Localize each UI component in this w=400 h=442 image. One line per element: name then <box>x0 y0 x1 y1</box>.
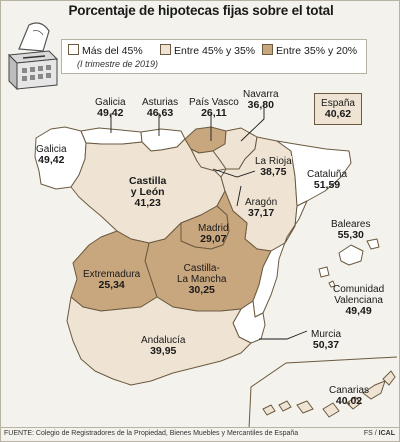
region-name: y León <box>130 186 165 198</box>
region-name: Canarias <box>329 385 370 396</box>
region-cataluna <box>276 140 352 207</box>
legend-swatch-mid <box>160 44 171 55</box>
legend-swatch-high <box>68 44 79 55</box>
region-name: España <box>321 98 355 109</box>
region-andalucia <box>66 296 252 386</box>
region-name: Baleares <box>331 219 371 230</box>
legend-label: Más del 45% <box>82 45 143 57</box>
region-name: Castilla- <box>183 263 220 274</box>
label-comunidad-valenciana: Comunidad Valenciana 49,49 <box>333 284 384 317</box>
map-title: Porcentaje de hipotecas fijas sobre el t… <box>68 3 334 18</box>
region-value: 36,80 <box>247 99 274 111</box>
region-value: 49,42 <box>97 107 124 119</box>
label-castilla-la-mancha: Castilla- La Mancha 30,25 <box>177 263 226 296</box>
region-value: 51,59 <box>313 179 341 191</box>
region-value: 37,17 <box>247 207 275 219</box>
label-canarias: Canarias 40,02 <box>329 385 369 407</box>
credit-separator: / <box>372 430 379 437</box>
region-value: 50,37 <box>312 339 340 351</box>
label-espana: España 40,62 <box>314 93 362 125</box>
legend-swatch-low <box>262 44 273 55</box>
region-name: Asturias <box>142 97 179 108</box>
map-legend: Más del 45% Entre 45% y 35% Entre 35% y … <box>61 39 367 74</box>
region-value: 41,23 <box>134 197 161 209</box>
credit: FS / ICAL <box>364 430 395 437</box>
region-name: Aragón <box>245 197 278 208</box>
region-name: Galicia <box>95 97 126 108</box>
region-name: Extremadura <box>83 269 141 280</box>
label-murcia: Murcia 50,37 <box>311 329 341 351</box>
region-name: Andalucía <box>141 335 186 346</box>
region-value: 40,02 <box>335 395 363 407</box>
label-leader-lines <box>110 105 308 340</box>
legend-label: Entre 45% y 35% <box>174 45 256 57</box>
legend-label: Entre 35% y 20% <box>276 45 358 57</box>
region-value: 55,30 <box>337 229 364 241</box>
label-asturias: Galicia 49,42 <box>95 97 126 119</box>
legend-item-mid: Entre 45% y 35% <box>160 44 255 57</box>
label-madrid: Madrid 29,07 <box>198 223 229 245</box>
legend-item-high: Más del 45% <box>68 44 143 57</box>
region-name: País Vasco <box>189 97 239 108</box>
region-name: Galicia <box>36 144 67 155</box>
galicia-label: Galicia 49,42 <box>36 144 67 166</box>
region-name: Comunidad <box>333 284 385 295</box>
region-name: La Mancha <box>177 274 227 285</box>
region-asturias <box>80 127 143 145</box>
region-name: Murcia <box>311 329 342 340</box>
region-canarias <box>262 370 396 418</box>
region-name: Cataluña <box>307 169 348 180</box>
region-baleares <box>318 238 380 288</box>
credit-fs: FS <box>363 430 373 437</box>
canarias-inset-frame <box>248 356 398 430</box>
label-pais-vasco: País Vasco 26,11 <box>189 97 239 119</box>
label-castilla-leon: Castilla y León 41,23 <box>129 176 166 209</box>
region-value: 26,11 <box>201 107 227 119</box>
label-cantabria: Asturias 46,63 <box>142 97 178 119</box>
legend-period: (I trimestre de 2019) <box>77 59 159 69</box>
region-value: 30,25 <box>188 284 215 296</box>
region-value: 46,63 <box>146 107 174 119</box>
legend-item-low: Entre 35% y 20% <box>262 44 357 57</box>
label-aragon: Aragón 37,17 <box>245 197 277 219</box>
label-baleares: Baleares 55,30 <box>331 219 370 241</box>
label-la-rioja: La Rioja 38,75 <box>255 156 292 178</box>
region-value: 39,95 <box>150 345 177 357</box>
footer: FUENTE: Colegio de Registradores de la P… <box>1 427 399 441</box>
region-value: 49,42 <box>38 154 65 166</box>
region-value: 25,34 <box>98 279 125 291</box>
label-cataluna: Cataluña 51,59 <box>307 169 347 191</box>
region-value: 49,49 <box>345 305 372 317</box>
region-name: Madrid <box>198 223 229 234</box>
credit-ical: ICAL <box>378 430 395 437</box>
ballot-box-icon <box>7 22 59 91</box>
region-value: 29,07 <box>200 233 227 245</box>
label-extremadura: Extremadura 25,34 <box>83 269 140 291</box>
source-note: FUENTE: Colegio de Registradores de la P… <box>4 430 299 437</box>
label-navarra: Navarra 36,80 <box>243 89 279 111</box>
region-name: Navarra <box>243 89 279 100</box>
region-name: La Rioja <box>255 156 292 167</box>
region-value: 38,75 <box>260 166 287 178</box>
region-name: Castilla <box>129 175 167 187</box>
label-andalucia: Andalucía 39,95 <box>141 335 185 357</box>
region-name: Valenciana <box>334 295 383 306</box>
region-value: 40,62 <box>324 108 352 120</box>
